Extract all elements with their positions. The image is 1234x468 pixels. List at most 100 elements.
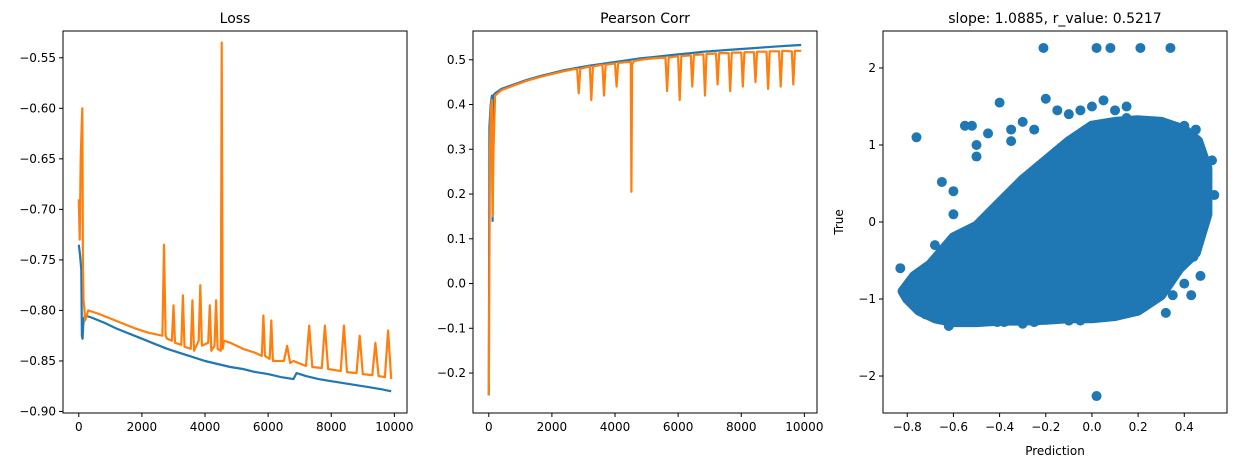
loss-ytick-label: −0.75 (19, 253, 56, 267)
scatter-point (1006, 124, 1017, 135)
loss-ytick-label: −0.60 (19, 101, 56, 115)
pearson-series-validation (487, 49, 802, 396)
scatter-point (994, 97, 1005, 108)
scatter-point (1190, 124, 1201, 135)
loss-panel: Loss 0 2000 4000 6000 8000 10000 −0.90 −0.85 −0.… (19, 11, 413, 434)
scatter-xtick-label: 0.4 (1175, 420, 1194, 434)
scatter-point (1195, 270, 1206, 281)
pearson-ytick-label: 0.1 (447, 232, 466, 246)
pearson-xtick-label: 10000 (785, 420, 823, 434)
loss-xtick-label: 4000 (190, 420, 221, 434)
scatter-point (925, 301, 936, 312)
loss-ytick-label: −0.70 (19, 202, 56, 216)
loss-ytick-label: −0.85 (19, 354, 56, 368)
scatter-xtick-label: −0.8 (893, 420, 922, 434)
scatter-plot-area (895, 42, 1220, 402)
scatter-point (1052, 105, 1063, 116)
scatter-point (1167, 290, 1178, 301)
pearson-ytick-label: 0.0 (447, 277, 466, 291)
scatter-point (1206, 155, 1217, 166)
pearson-xtick-label: 8000 (726, 420, 757, 434)
scatter-ylabel: True (832, 209, 846, 236)
scatter-point (936, 176, 947, 187)
scatter-point (1165, 42, 1176, 53)
loss-ytick-label: −0.65 (19, 152, 56, 166)
scatter-point (1075, 315, 1086, 326)
scatter-point (959, 120, 970, 131)
scatter-point (999, 317, 1010, 328)
scatter-point (1121, 113, 1132, 124)
scatter-point (992, 317, 1003, 328)
pearson-plot-area (487, 43, 802, 396)
scatter-point (1135, 42, 1146, 53)
pearson-xtick-label: 6000 (663, 420, 694, 434)
scatter-point (1091, 42, 1102, 53)
pearson-xtick-label: 0 (485, 420, 493, 434)
scatter-ytick-label: −1 (858, 292, 876, 306)
pearson-xtick-label: 4000 (600, 420, 631, 434)
scatter-point (1091, 391, 1102, 402)
scatter-dense-cloud (897, 115, 1213, 328)
pearson-ytick-label: 0.3 (447, 142, 466, 156)
loss-ytick-label: −0.80 (19, 303, 56, 317)
loss-xtick-label: 2000 (127, 420, 158, 434)
scatter-point (1040, 93, 1051, 104)
scatter-ytick-label: 0 (868, 215, 876, 229)
loss-xtick-label: 0 (75, 420, 83, 434)
loss-plot-area (77, 41, 393, 393)
scatter-point (895, 263, 906, 274)
scatter-point (1017, 318, 1028, 329)
pearson-axes-frame (472, 30, 818, 414)
scatter-point (906, 290, 917, 301)
scatter-point (1075, 105, 1086, 116)
pearson-title: Pearson Corr (600, 11, 690, 27)
scatter-point (1186, 290, 1197, 301)
scatter-point (1110, 310, 1121, 321)
scatter-point (929, 240, 940, 251)
pearson-ytick-label: −0.1 (437, 321, 466, 335)
scatter-point (1038, 42, 1049, 53)
scatter-point (971, 151, 982, 162)
scatter-point (1063, 109, 1074, 120)
scatter-xlabel: Prediction (1025, 444, 1085, 458)
pearson-series-train (487, 43, 802, 396)
scatter-point (1029, 124, 1040, 135)
scatter-point (1179, 278, 1190, 289)
loss-ticks: 0 2000 4000 6000 8000 10000 −0.90 −0.85 −0.80 −0.… (19, 51, 413, 434)
scatter-title: slope: 1.0885, r_value: 0.5217 (948, 11, 1161, 27)
scatter-xtick-label: −0.4 (985, 420, 1014, 434)
scatter-panel: slope: 1.0885, r_value: 0.5217 −0.8 −0.6 −… (832, 11, 1228, 458)
scatter-point (1017, 116, 1028, 127)
scatter-point (1029, 317, 1040, 328)
scatter-point (1151, 118, 1162, 129)
pearson-ytick-label: −0.2 (437, 366, 466, 380)
scatter-point (1086, 101, 1097, 112)
loss-xtick-label: 10000 (375, 420, 413, 434)
pearson-ytick-label: 0.5 (447, 53, 466, 67)
loss-ytick-label: −0.90 (19, 404, 56, 418)
loss-axes-frame (62, 30, 408, 414)
scatter-point (1006, 136, 1017, 147)
loss-title: Loss (220, 11, 251, 27)
scatter-point (948, 186, 959, 197)
scatter-xtick-label: −0.2 (1031, 420, 1060, 434)
scatter-point (1110, 105, 1121, 116)
scatter-point (1133, 116, 1144, 127)
loss-series-validation (77, 41, 393, 380)
scatter-ytick-label: 2 (868, 61, 876, 75)
scatter-point (971, 139, 982, 150)
scatter-point (966, 120, 977, 131)
pearson-panel: Pearson Corr 0 2000 4000 6000 8000 10000 −0.2 −… (437, 11, 824, 434)
scatter-point (948, 209, 959, 220)
scatter-point (983, 128, 994, 139)
scatter-point (1105, 42, 1116, 53)
scatter-point (1098, 95, 1109, 106)
pearson-ticks: 0 2000 4000 6000 8000 10000 −0.2 −0.1 0.0 0.1 0.2 0… (437, 53, 824, 434)
loss-xtick-label: 6000 (253, 420, 284, 434)
loss-ytick-label: −0.55 (19, 51, 56, 65)
loss-series-train (77, 244, 392, 393)
scatter-point (920, 309, 931, 320)
scatter-xtick-label: −0.6 (939, 420, 968, 434)
scatter-xtick-label: 0.0 (1082, 420, 1101, 434)
